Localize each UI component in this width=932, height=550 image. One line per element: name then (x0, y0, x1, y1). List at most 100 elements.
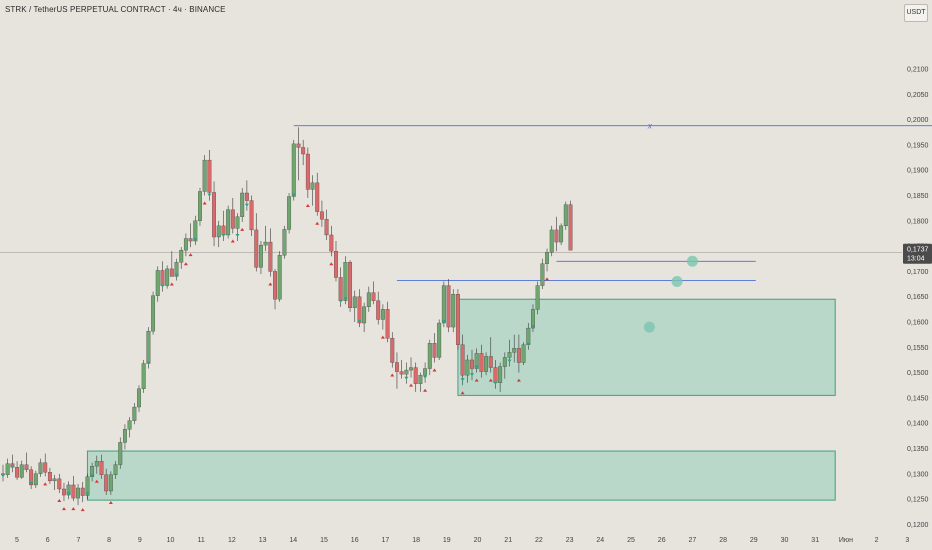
candle-body (526, 327, 531, 345)
signal-marker-top (470, 373, 474, 377)
signal-marker-bottom (183, 262, 188, 266)
currency-button[interactable]: USDT (904, 4, 928, 22)
current-price-label: 0,1737 (907, 247, 929, 254)
candle-body (76, 487, 80, 499)
candle-body (244, 192, 249, 201)
candle-body (118, 442, 123, 465)
signal-marker-bottom (188, 253, 193, 257)
signal-marker-top (10, 465, 15, 469)
candle-body (85, 476, 90, 496)
candle-body (427, 343, 432, 369)
candle-body (52, 478, 57, 482)
signal-marker-top (90, 474, 95, 478)
candle-body (324, 219, 329, 236)
candle-body (329, 234, 334, 252)
candle-body (338, 277, 343, 301)
x-tick-label: 17 (382, 537, 390, 544)
x-tick-label: 2 (875, 537, 879, 544)
candle-body (132, 406, 137, 421)
x-tick-label: 19 (443, 537, 451, 544)
y-tick-label: 0,1950 (907, 142, 929, 149)
signal-marker-top (221, 234, 226, 238)
x-tick-label: 3 (905, 537, 909, 544)
candle-body (554, 229, 559, 243)
candle-body (470, 359, 474, 369)
candle-body (437, 322, 442, 358)
candle-body (352, 296, 357, 308)
x-tick-label: 7 (76, 537, 80, 544)
candle-body (24, 464, 29, 470)
x-tick-label: 21 (504, 537, 512, 544)
signal-marker-bottom (94, 479, 99, 483)
signal-marker-bottom (409, 383, 414, 387)
signal-marker-bottom (202, 201, 207, 205)
signal-marker-bottom (61, 507, 66, 511)
candle-body (188, 238, 193, 242)
x-tick-label: 30 (781, 537, 789, 544)
signal-marker-bottom (80, 508, 85, 512)
x-tick-label: 28 (719, 537, 727, 544)
candle-body (165, 268, 170, 286)
candle-body (122, 429, 127, 443)
candle-body (535, 285, 540, 310)
candle-body (15, 467, 20, 478)
countdown-label: 13:04 (907, 256, 925, 263)
signal-marker-top (291, 193, 296, 197)
level-label: x (647, 122, 653, 131)
candle-body (399, 371, 404, 375)
candle-body (207, 159, 212, 193)
candle-body (38, 462, 43, 474)
candle-body (226, 209, 231, 236)
candle-body (385, 309, 390, 339)
signal-marker-top (530, 325, 535, 329)
candle-body (357, 296, 362, 324)
x-tick-label: 12 (228, 537, 236, 544)
price-label-box (903, 243, 932, 264)
candle-body (193, 220, 198, 242)
candle-body (465, 359, 470, 376)
candle-body (155, 270, 160, 296)
signal-marker-top (343, 297, 348, 301)
candle-body (221, 225, 226, 236)
candle-body (493, 367, 498, 383)
x-tick-label: 14 (289, 537, 297, 544)
signal-marker-bottom (432, 368, 437, 372)
candle-body (216, 225, 221, 238)
candle-body (240, 192, 245, 217)
x-tick-label: 24 (596, 537, 604, 544)
candle-body (305, 153, 310, 190)
candle-body (151, 295, 156, 332)
candle-body (296, 143, 301, 148)
y-tick-label: 0,1800 (907, 218, 929, 225)
candle-body (183, 238, 188, 251)
target-circle-1 (686, 255, 698, 267)
signal-marker-top (207, 193, 212, 197)
candle-body (376, 300, 381, 320)
candle-body (502, 357, 507, 367)
candle-body (179, 250, 184, 263)
candle-body (559, 225, 564, 243)
candle-body (263, 241, 268, 246)
signal-marker-top (85, 492, 90, 496)
signal-marker-top (474, 365, 479, 369)
y-tick-label: 0,2100 (907, 67, 929, 74)
signal-marker-bottom (329, 262, 334, 266)
candle-body (113, 464, 118, 475)
signal-marker-top (404, 376, 409, 380)
x-tick-label: 8 (107, 537, 111, 544)
x-tick-label: 22 (535, 537, 543, 544)
candle-body (301, 147, 306, 155)
candle-body (273, 271, 277, 300)
candle-body (446, 285, 451, 328)
signal-marker-top (146, 361, 151, 365)
y-tick-label: 0,1400 (907, 421, 929, 428)
candle-body (94, 461, 99, 467)
y-tick-label: 0,1550 (907, 345, 929, 352)
candle-body (498, 366, 503, 383)
target-circle-3 (643, 321, 655, 333)
candle-body (521, 344, 526, 363)
candle-body (516, 348, 521, 363)
y-tick-label: 0,1850 (907, 193, 929, 200)
